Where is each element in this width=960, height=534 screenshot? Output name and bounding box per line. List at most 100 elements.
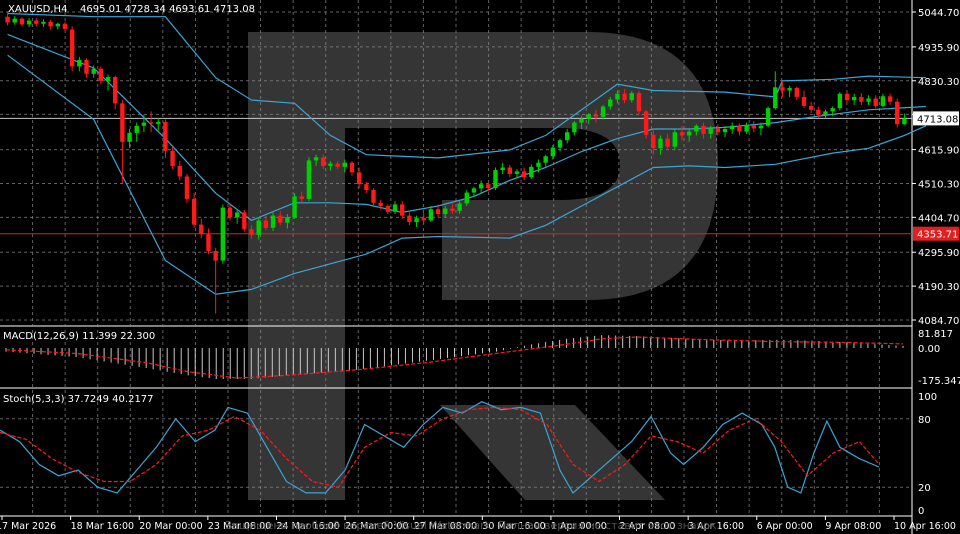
candle-body	[443, 208, 448, 215]
candle-body	[572, 122, 577, 133]
stoch-panel	[0, 401, 880, 494]
ohlc-readout: 4695.01 4728.34 4693.61 4713.08	[80, 4, 255, 15]
candle-body	[816, 109, 821, 115]
macd-tick-label: 81.817	[918, 329, 953, 340]
candle-body	[227, 207, 233, 218]
candle-body	[134, 125, 139, 133]
candle-body	[234, 212, 240, 218]
candle-body	[787, 87, 792, 91]
price-panel	[0, 12, 927, 314]
candle-body	[371, 189, 376, 203]
x-tick-label: 27 Mar 08:00	[414, 521, 477, 532]
candle-body	[349, 162, 355, 173]
candle-body	[256, 220, 261, 235]
macd-panel	[5, 335, 904, 380]
candle-body	[866, 98, 871, 102]
candle-body	[77, 60, 82, 67]
candle-body	[69, 29, 75, 67]
y-tick-label: 4510.30	[918, 179, 959, 190]
watermark-text: Защищено пробной версией Visual Watermar…	[225, 519, 720, 532]
candle-body	[113, 77, 118, 104]
candle-body	[12, 18, 17, 23]
symbol-title: XAUUSD,H4	[8, 4, 67, 15]
x-tick-label: 26 Mar 00:00	[345, 521, 408, 532]
y-tick-label: 4404.70	[918, 213, 959, 224]
candle-body	[220, 207, 226, 261]
candle-body	[321, 157, 326, 166]
candle-body	[213, 250, 218, 261]
candle-body	[249, 229, 254, 235]
x-tick-label: 9 Apr 08:00	[825, 521, 881, 532]
candle-body	[55, 23, 61, 27]
current-price-badge	[913, 111, 959, 126]
candle-body	[514, 171, 520, 174]
candle-body	[521, 171, 527, 178]
candle-body	[127, 132, 132, 142]
candle-body	[744, 125, 749, 132]
stoch-main-line	[0, 401, 880, 494]
x-tick-label: 20 Mar 00:00	[139, 521, 202, 532]
candle-body	[392, 204, 398, 212]
candle-body	[651, 134, 656, 149]
candle-body	[686, 131, 692, 136]
candle-body	[299, 196, 304, 199]
candle-body	[399, 204, 405, 216]
candle-body	[708, 128, 713, 134]
candle-body	[464, 192, 469, 204]
macd-signal-line	[5, 336, 904, 379]
candle-body	[428, 209, 434, 221]
candle-body	[435, 209, 441, 215]
x-tick-label: 23 Mar 08:00	[208, 521, 271, 532]
candle-body	[478, 184, 484, 189]
candle-body	[313, 157, 319, 161]
candle-body	[414, 218, 419, 223]
bollinger-upper	[7, 12, 926, 159]
x-tick-label: 10 Apr 16:00	[894, 521, 956, 532]
candle-body	[672, 132, 678, 147]
x-tick-label: 18 Mar 16:00	[71, 521, 134, 532]
candle-body	[5, 16, 10, 23]
candle-body	[837, 93, 843, 109]
candle-body	[328, 163, 333, 166]
stoch-signal-line	[0, 406, 880, 488]
y-tick-label: 4615.90	[918, 146, 959, 157]
candle-body	[507, 167, 513, 174]
y-tick-label: 4190.30	[918, 282, 959, 293]
candle-body	[586, 114, 591, 119]
candle-body	[780, 87, 785, 91]
time-axis[interactable]: 17 Mar 2026 18 Mar 16:00 20 Mar 00:00 23 Ma…	[0, 516, 956, 532]
candle-body	[148, 122, 154, 124]
x-tick-label: 30 Mar 16:00	[482, 521, 545, 532]
candle-body	[457, 203, 462, 211]
candle-body	[385, 206, 391, 212]
candle-body	[536, 162, 541, 167]
candle-body	[34, 20, 39, 24]
candle-body	[364, 184, 369, 190]
x-tick-label: 24 Mar 16:00	[276, 521, 339, 532]
candle-body	[407, 215, 412, 223]
x-tick-label: 2 Apr 08:00	[620, 521, 676, 532]
y-tick-label: 4084.70	[918, 316, 959, 327]
candle-body	[263, 220, 269, 228]
candle-body	[615, 93, 620, 100]
candle-body	[26, 20, 32, 25]
candle-body	[665, 138, 670, 147]
candle-body	[622, 93, 627, 101]
candle-body	[751, 125, 756, 129]
candle-body	[242, 212, 247, 230]
candle-body	[199, 224, 204, 235]
x-tick-label: 3 Apr 16:00	[688, 521, 744, 532]
candle-body	[758, 125, 764, 129]
candle-body	[48, 21, 53, 27]
candle-body	[120, 103, 125, 142]
candle-body	[62, 23, 68, 29]
candle-body	[823, 111, 828, 115]
stoch-tick-label: 20	[918, 483, 931, 494]
y-tick-label: 5044.70	[918, 8, 959, 19]
level-badge	[913, 226, 959, 241]
candle-body	[715, 128, 721, 133]
candle-body	[737, 125, 742, 132]
candle-body	[636, 93, 642, 112]
price-axis[interactable]: 5044.70 4935.90 4830.30 4615.90 4510.30 4404.…	[912, 8, 960, 517]
